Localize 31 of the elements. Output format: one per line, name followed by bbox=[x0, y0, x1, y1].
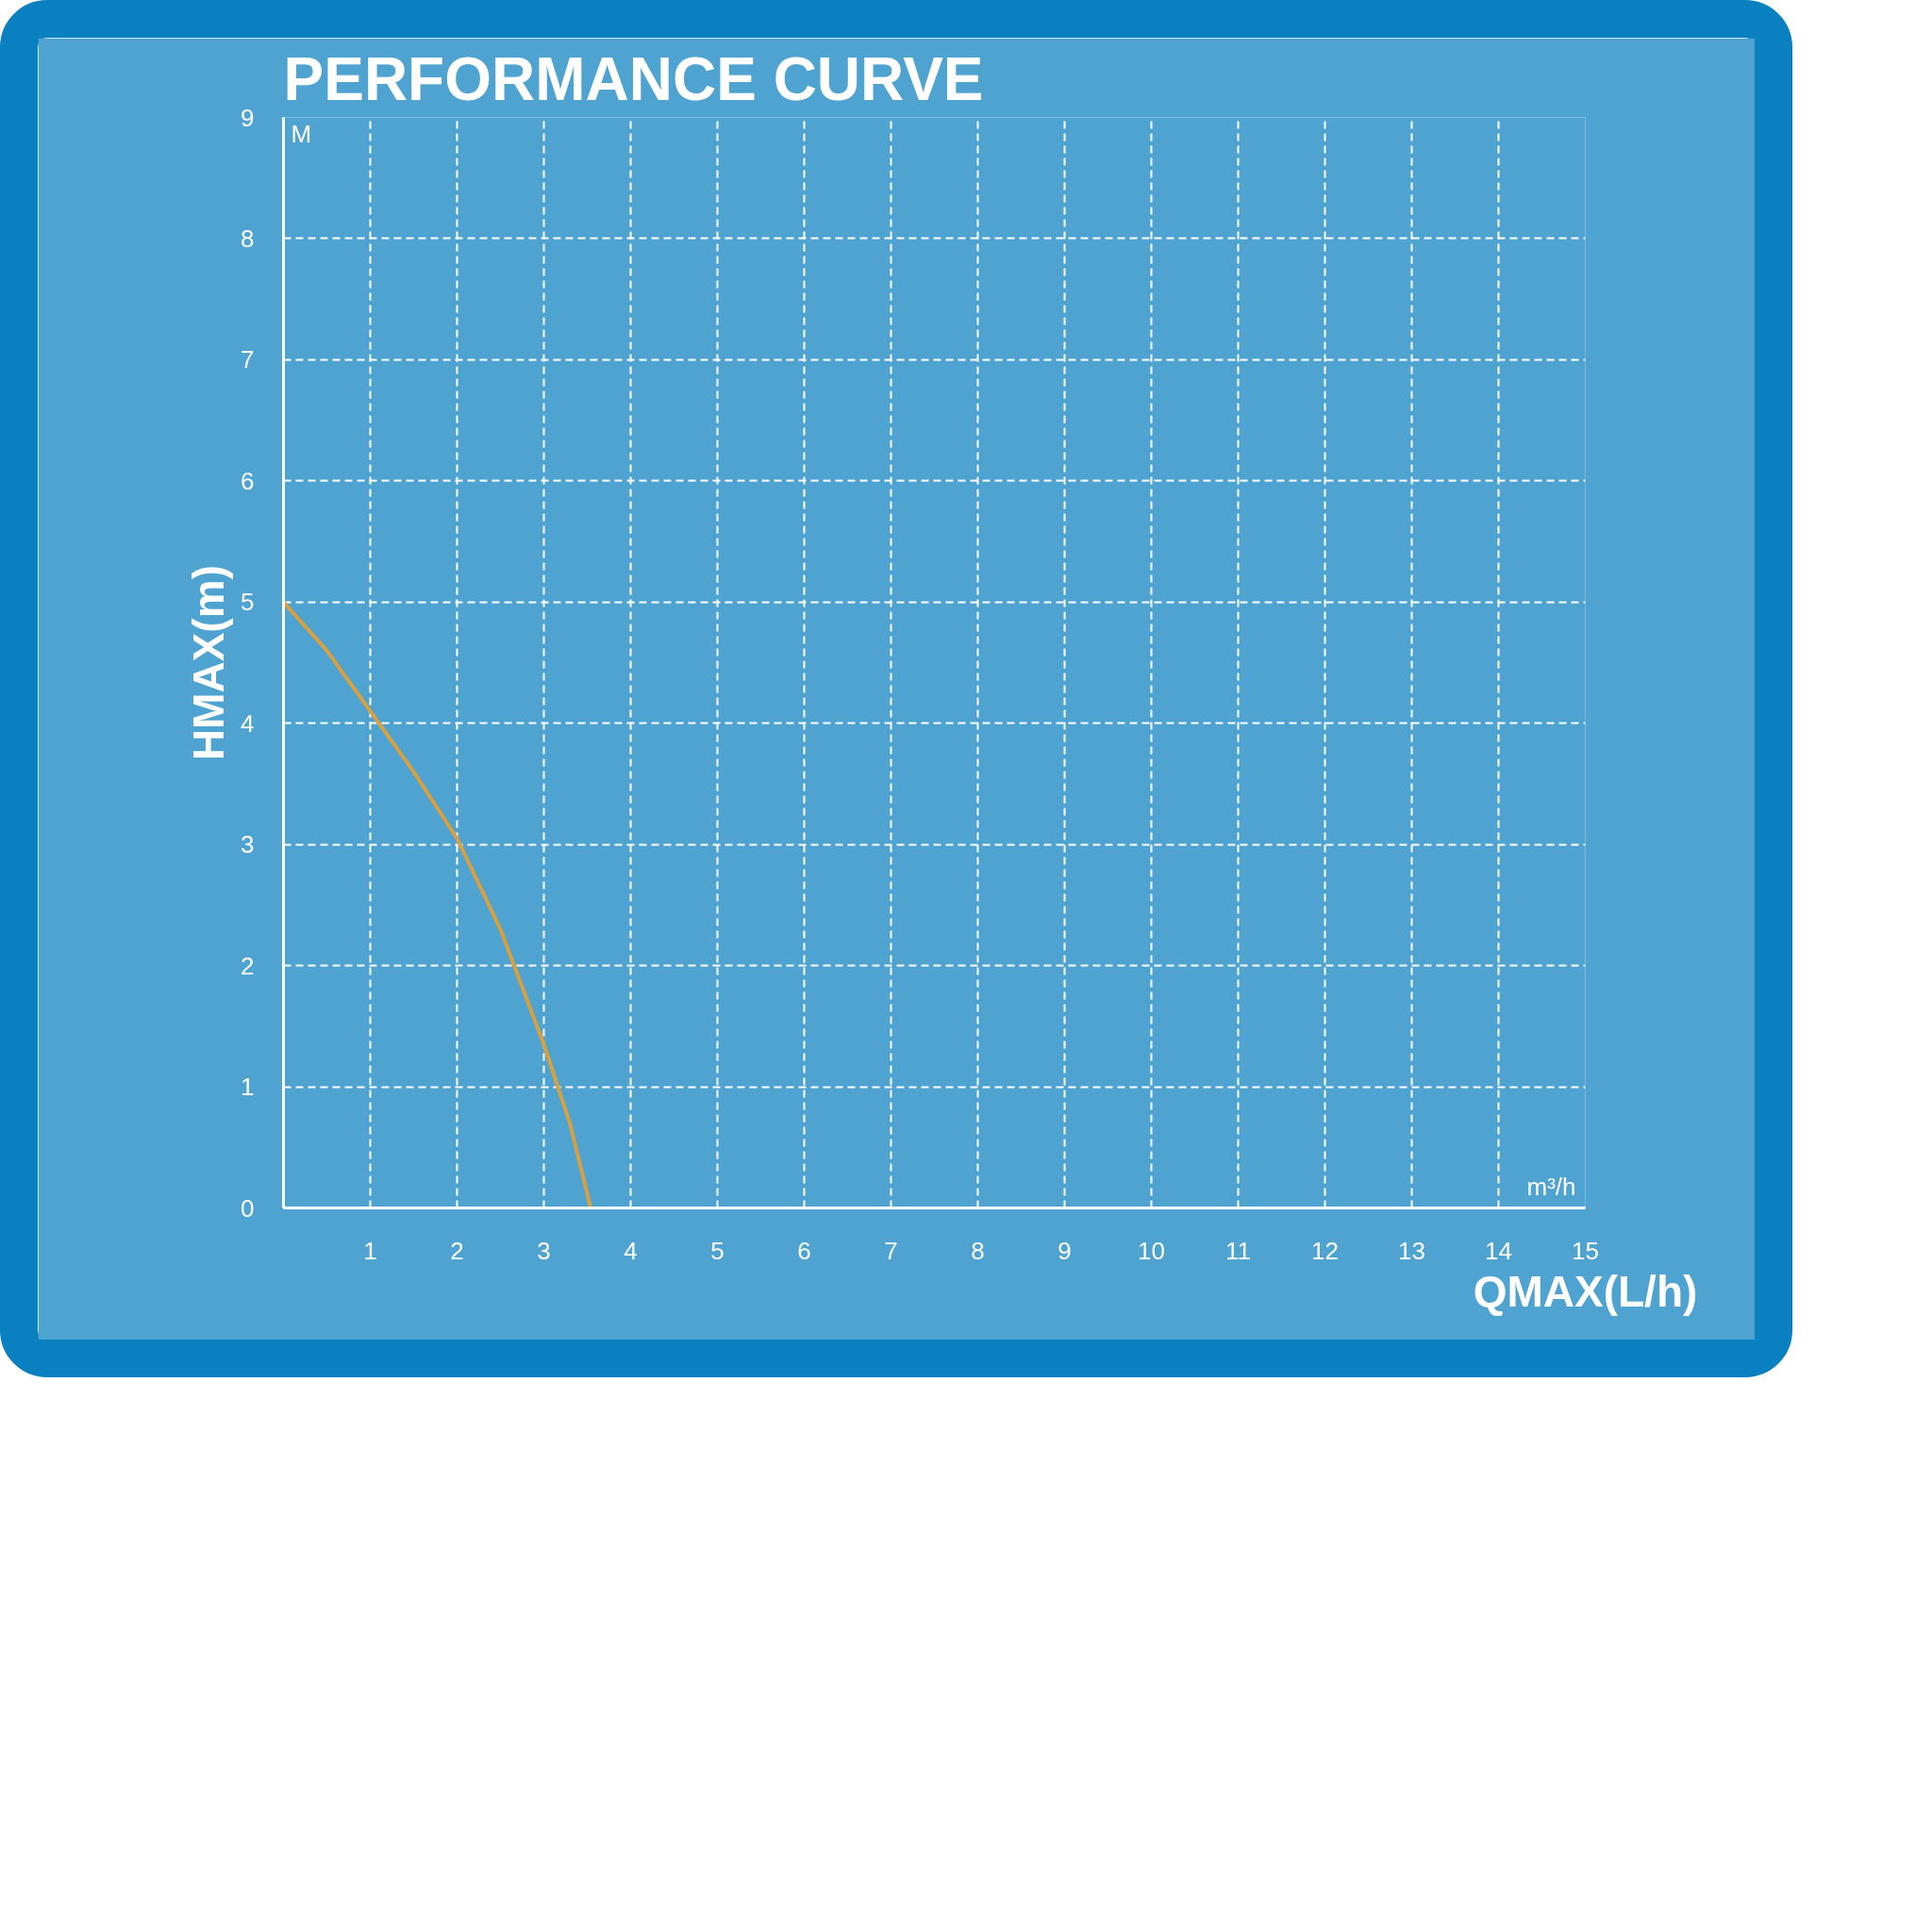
y-tick-label: 3 bbox=[241, 830, 255, 859]
y-tick-label: 9 bbox=[241, 103, 255, 132]
x-tick-label: 6 bbox=[797, 1236, 811, 1265]
x-tick-label: 4 bbox=[624, 1236, 638, 1265]
y-tick-label: 2 bbox=[241, 951, 255, 980]
y-axis-title: HMAX(m) bbox=[184, 565, 234, 760]
x-tick-label: 12 bbox=[1311, 1236, 1339, 1265]
x-tick-label: 13 bbox=[1398, 1236, 1425, 1265]
y-tick-label: 6 bbox=[241, 466, 255, 495]
x-tick-label: 2 bbox=[450, 1236, 464, 1265]
y-tick-label: 8 bbox=[241, 224, 255, 253]
y-tick-label: 0 bbox=[241, 1193, 255, 1223]
x-axis-title: QMAX(L/h) bbox=[1473, 1266, 1698, 1316]
y-tick-label: 1 bbox=[241, 1073, 255, 1102]
x-tick-label: 10 bbox=[1138, 1236, 1165, 1265]
x-tick-label: 5 bbox=[710, 1236, 724, 1265]
x-tick-label: 9 bbox=[1058, 1236, 1072, 1265]
line-series bbox=[283, 600, 593, 1208]
x-tick-label: 7 bbox=[884, 1236, 898, 1265]
x-tick-label: 1 bbox=[363, 1236, 377, 1265]
x-tick-label: 11 bbox=[1225, 1236, 1251, 1265]
chart-title: PERFORMANCE CURVE bbox=[283, 44, 984, 113]
y-tick-label: 4 bbox=[241, 708, 255, 738]
annotation: M bbox=[291, 119, 312, 148]
y-tick-label: 7 bbox=[241, 345, 255, 375]
y-tick-label: 5 bbox=[241, 588, 255, 617]
annotation: m³/h bbox=[1526, 1172, 1576, 1201]
x-tick-label: 3 bbox=[537, 1236, 551, 1265]
x-tick-label: 15 bbox=[1572, 1236, 1599, 1265]
x-tick-label: 8 bbox=[971, 1236, 985, 1265]
x-tick-label: 14 bbox=[1485, 1236, 1512, 1265]
